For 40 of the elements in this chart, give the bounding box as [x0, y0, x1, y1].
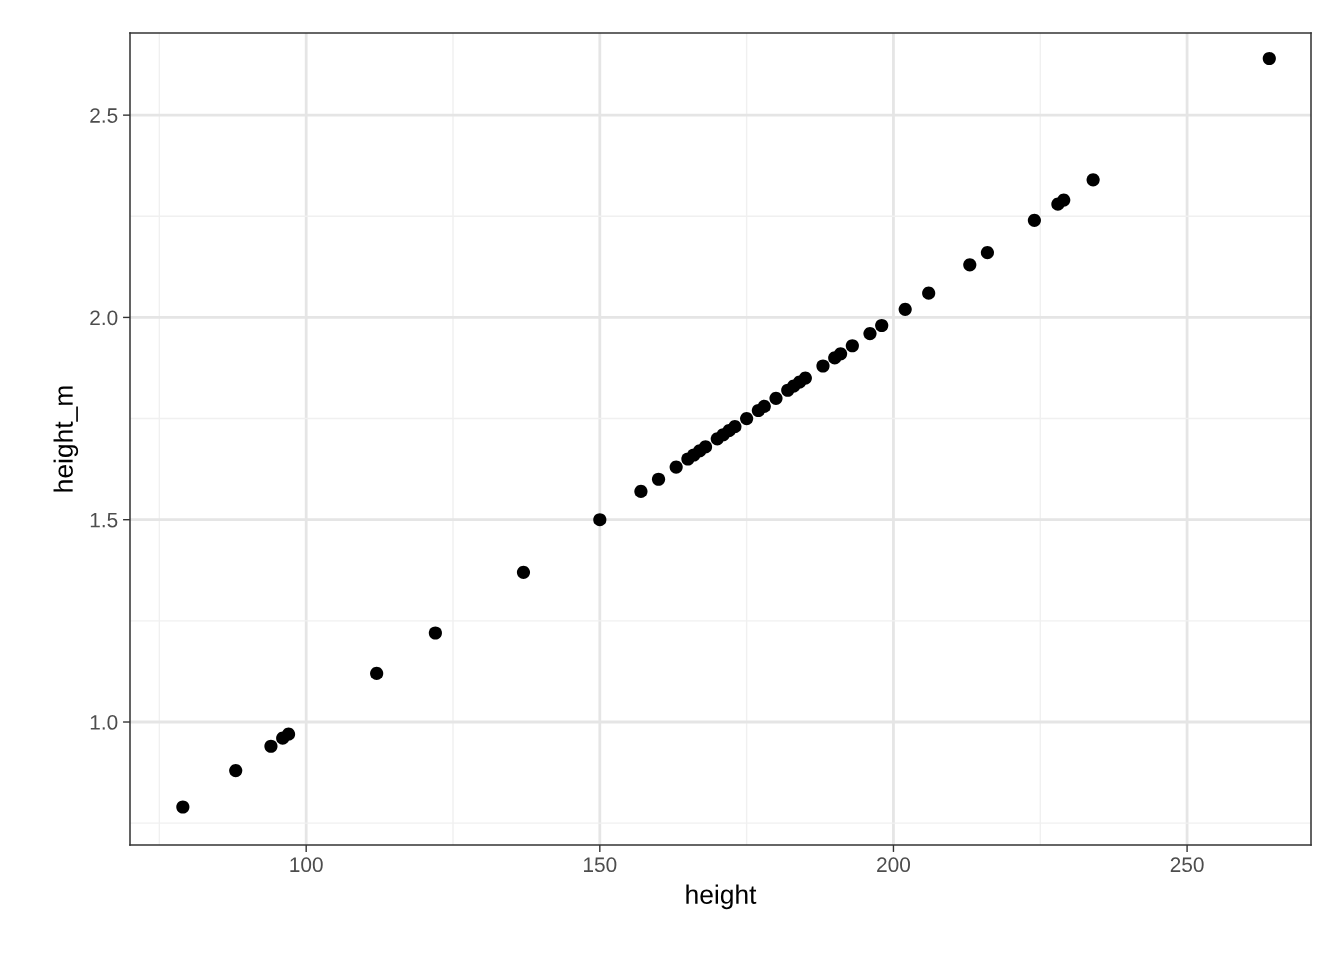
point: [1262, 51, 1276, 66]
point: [1057, 193, 1071, 207]
point: [769, 391, 783, 405]
point: [176, 800, 190, 814]
point: [229, 763, 243, 778]
point: [898, 302, 912, 316]
point: [922, 286, 936, 300]
point: [698, 440, 713, 454]
x-tick-label: 250: [1170, 857, 1204, 873]
point: [863, 327, 877, 341]
y-axis-title: height_m: [53, 386, 79, 492]
y-tick-label: 2.5: [90, 108, 118, 123]
point: [834, 347, 848, 361]
point: [593, 513, 607, 527]
point: [845, 339, 859, 353]
point: [1086, 173, 1100, 187]
point: [963, 258, 977, 272]
x-tick-label: 150: [584, 857, 617, 873]
point: [428, 626, 442, 640]
point: [757, 399, 771, 414]
point: [798, 371, 812, 385]
point: [651, 472, 666, 486]
point: [669, 460, 683, 474]
point: [980, 246, 994, 260]
point: [370, 666, 384, 681]
point: [634, 484, 648, 498]
point: [875, 318, 889, 333]
point: [281, 727, 296, 741]
y-tick-label: 1.0: [90, 715, 118, 730]
x-tick-label: 200: [877, 857, 911, 873]
point: [1027, 213, 1041, 227]
point: [728, 420, 742, 434]
point: [516, 565, 531, 579]
y-tick-label: 2.0: [90, 310, 118, 326]
point: [740, 411, 754, 426]
x-axis-title: height: [686, 884, 757, 910]
point: [264, 739, 278, 753]
y-tick-label: 1.5: [90, 512, 118, 528]
x-tick-label: 100: [290, 857, 323, 873]
point: [816, 359, 830, 373]
